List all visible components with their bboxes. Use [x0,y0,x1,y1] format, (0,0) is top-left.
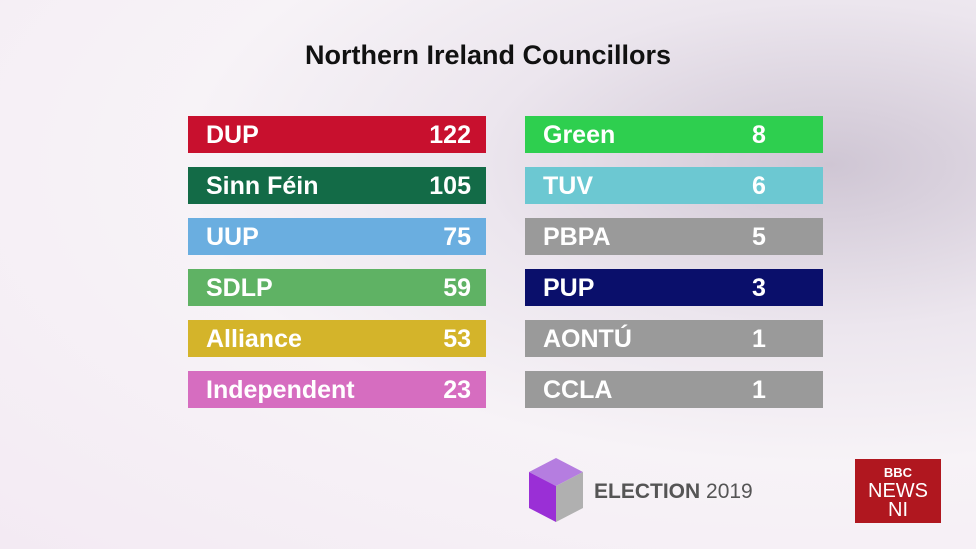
party-seats: 59 [443,274,471,302]
election-year: 2019 [706,480,753,503]
party-row: TUV 6 [525,167,823,204]
party-seats: 1 [752,325,766,353]
party-name: DUP [206,121,259,149]
party-seats: 53 [443,325,471,353]
party-seats: 8 [752,121,766,149]
party-seats: 5 [752,223,766,251]
election-word: ELECTION [594,480,701,503]
party-seats: 6 [752,172,766,200]
party-row: AONTÚ 1 [525,320,823,357]
election-label: ELECTION 2019 [594,480,753,504]
party-name: Independent [206,376,355,404]
brand-logo: BBC NEWS NI [855,459,941,523]
party-seats: 75 [443,223,471,251]
party-name: PUP [543,274,595,302]
brand-bbc: BBC [883,465,913,480]
party-row: CCLA 1 [525,371,823,408]
party-name: Alliance [206,325,302,353]
party-row: Sinn Féin 105 [188,167,486,204]
party-row: UUP 75 [188,218,486,255]
party-row: PBPA 5 [525,218,823,255]
party-name: PBPA [543,223,611,251]
party-row: Alliance 53 [188,320,486,357]
party-seats: 23 [443,376,471,404]
party-name: UUP [206,223,259,251]
party-seats: 1 [752,376,766,404]
party-row: PUP 3 [525,269,823,306]
party-name: Sinn Féin [206,172,319,200]
party-row: DUP 122 [188,116,486,153]
party-name: Green [543,121,616,149]
party-seats: 3 [752,274,766,302]
election-logo [529,458,583,522]
party-name: SDLP [206,274,273,302]
party-row: Independent 23 [188,371,486,408]
party-name: AONTÚ [543,325,632,353]
party-seats: 105 [429,172,471,200]
party-row: Green 8 [525,116,823,153]
brand-ni: NI [888,499,908,521]
party-name: TUV [543,172,593,200]
brand-news: NEWS [868,480,928,502]
party-seats: 122 [429,121,471,149]
party-name: CCLA [543,376,613,404]
party-row: SDLP 59 [188,269,486,306]
title: Northern Ireland Councillors [304,40,672,70]
